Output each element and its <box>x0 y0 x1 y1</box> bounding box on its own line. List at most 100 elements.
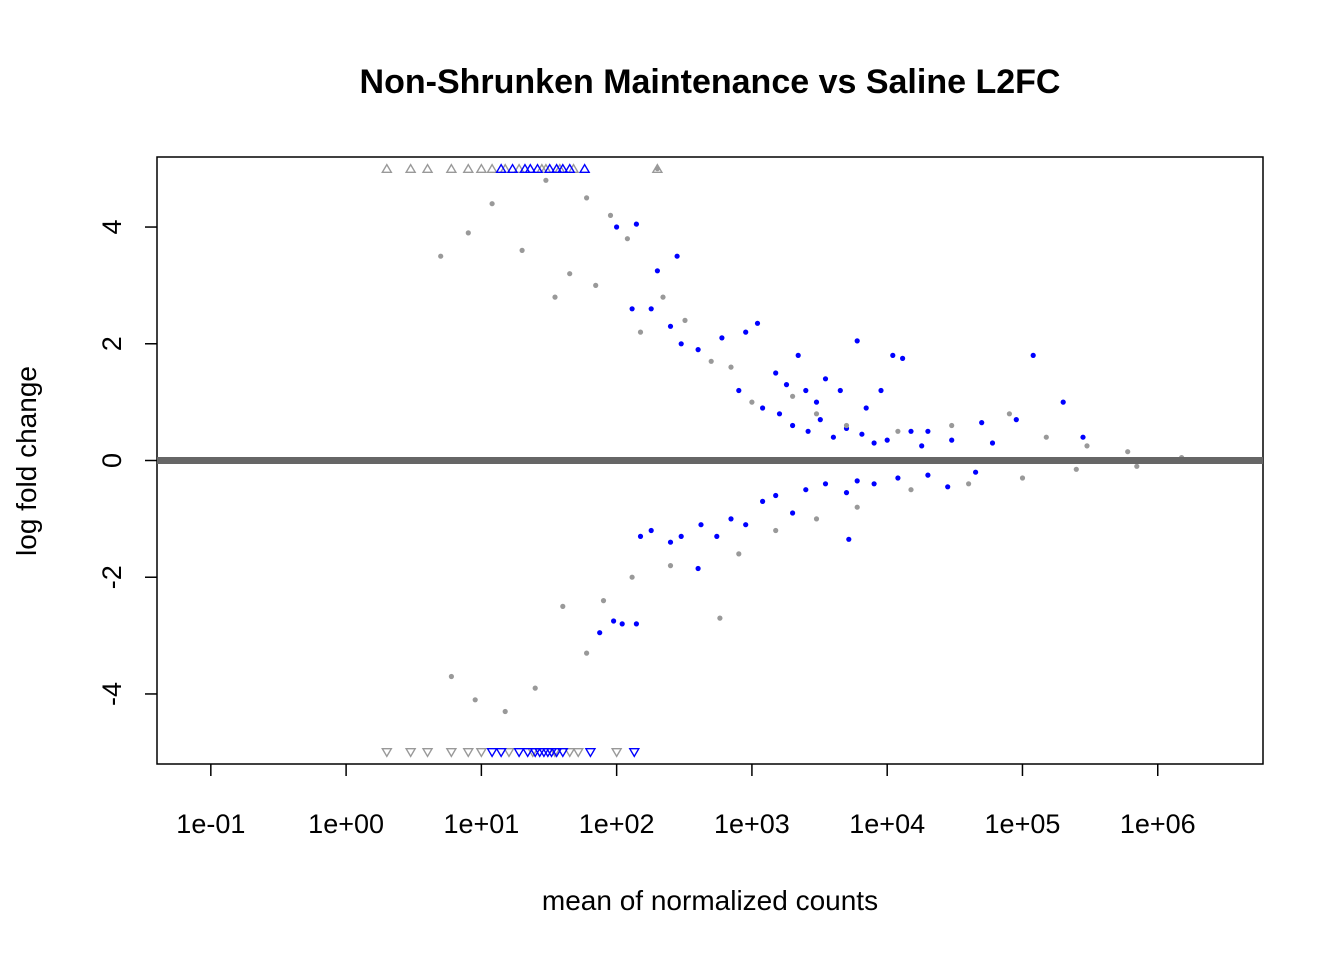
point <box>949 422 955 429</box>
point <box>532 685 538 691</box>
point <box>560 603 566 610</box>
significant-point <box>698 522 704 528</box>
significant-point <box>629 306 635 312</box>
point <box>637 329 644 335</box>
significant-capped-point-up <box>519 163 531 173</box>
point <box>607 212 614 218</box>
significant-point <box>614 224 620 230</box>
point <box>438 253 444 259</box>
significant-point <box>846 536 852 542</box>
x-tick-label: 1e+04 <box>849 809 925 839</box>
significant-point <box>900 355 906 361</box>
significant-point <box>773 370 779 376</box>
point <box>966 481 972 487</box>
significant-capped-point-up <box>506 163 519 173</box>
significant-point <box>648 306 654 312</box>
significant-point <box>633 221 640 227</box>
significant-point <box>754 320 761 326</box>
point <box>502 708 508 715</box>
significant-point <box>949 437 955 443</box>
capped-point-down <box>421 748 434 758</box>
significant-point <box>674 253 680 259</box>
point <box>489 201 495 207</box>
significant-point <box>648 527 654 534</box>
x-tick-label: 1e-01 <box>176 809 245 839</box>
significant-point <box>743 329 749 335</box>
capped-point-up <box>421 163 434 173</box>
significant-point <box>637 533 644 540</box>
capped-point-up <box>462 163 474 173</box>
significant-capped-point-up <box>564 163 576 173</box>
point <box>682 317 688 323</box>
x-axis: 1e-01 1e+00 1e+01 1e+02 1e+03 1e+04 1e+05 1e+06 <box>176 764 1196 839</box>
significant-point <box>619 621 625 627</box>
significant-capped-point-down <box>521 748 534 758</box>
capped-point-down <box>610 748 623 758</box>
significant-capped-point-up <box>550 163 563 173</box>
significant-point <box>878 387 884 394</box>
significant-point <box>719 335 725 341</box>
capped-point-up <box>381 163 393 173</box>
significant-point <box>728 516 734 522</box>
significant-point <box>822 481 829 487</box>
x-tick-label: 1e+02 <box>579 809 655 839</box>
significant-point <box>611 618 617 624</box>
capped-point-up <box>475 163 488 173</box>
point <box>728 364 734 370</box>
significant-point <box>695 347 701 353</box>
point <box>790 393 796 399</box>
significant-capped-point-up <box>557 163 569 173</box>
point <box>854 504 860 510</box>
significant-point <box>863 405 869 411</box>
capped-point-up <box>404 163 417 173</box>
y-tick-label: 2 <box>97 336 127 351</box>
significant-point <box>695 565 701 572</box>
y-tick-label: -2 <box>97 565 127 589</box>
significant-point <box>884 437 890 443</box>
significant-point <box>1013 417 1019 423</box>
point <box>543 177 549 183</box>
points-layer <box>381 163 1185 758</box>
capped-point-down <box>381 748 393 758</box>
significant-point <box>678 341 684 347</box>
significant-point <box>890 352 896 358</box>
point <box>629 574 635 580</box>
point <box>567 271 573 277</box>
significant-point <box>803 387 809 394</box>
point <box>1125 449 1131 455</box>
significant-capped-point-up <box>543 163 556 173</box>
significant-point <box>790 422 796 429</box>
significant-point <box>989 440 996 446</box>
point <box>465 230 471 236</box>
x-tick-label: 1e+05 <box>985 809 1061 839</box>
significant-point <box>973 469 979 475</box>
significant-point <box>925 428 931 434</box>
point <box>600 598 607 604</box>
significant-point <box>817 417 823 423</box>
significant-point <box>830 434 837 440</box>
point <box>843 422 850 429</box>
capped-point-up <box>486 163 498 173</box>
significant-capped-point-up <box>524 163 537 173</box>
significant-point <box>667 539 674 545</box>
significant-point <box>895 475 901 481</box>
point <box>736 551 742 557</box>
significant-point <box>773 492 779 499</box>
significant-point <box>743 522 749 528</box>
capped-point-up <box>651 163 664 173</box>
significant-capped-point-down <box>495 748 507 758</box>
point <box>584 195 590 201</box>
capped-point-down <box>564 748 576 758</box>
significant-capped-point-down <box>486 748 498 758</box>
capped-point-down <box>404 748 417 758</box>
y-axis-label: log fold change <box>11 366 42 556</box>
point <box>708 358 714 364</box>
significant-point <box>854 478 860 484</box>
significant-point <box>1030 352 1036 358</box>
significant-point <box>597 630 603 636</box>
significant-point <box>919 443 925 449</box>
point <box>813 411 820 417</box>
significant-capped-point-down <box>584 748 597 758</box>
